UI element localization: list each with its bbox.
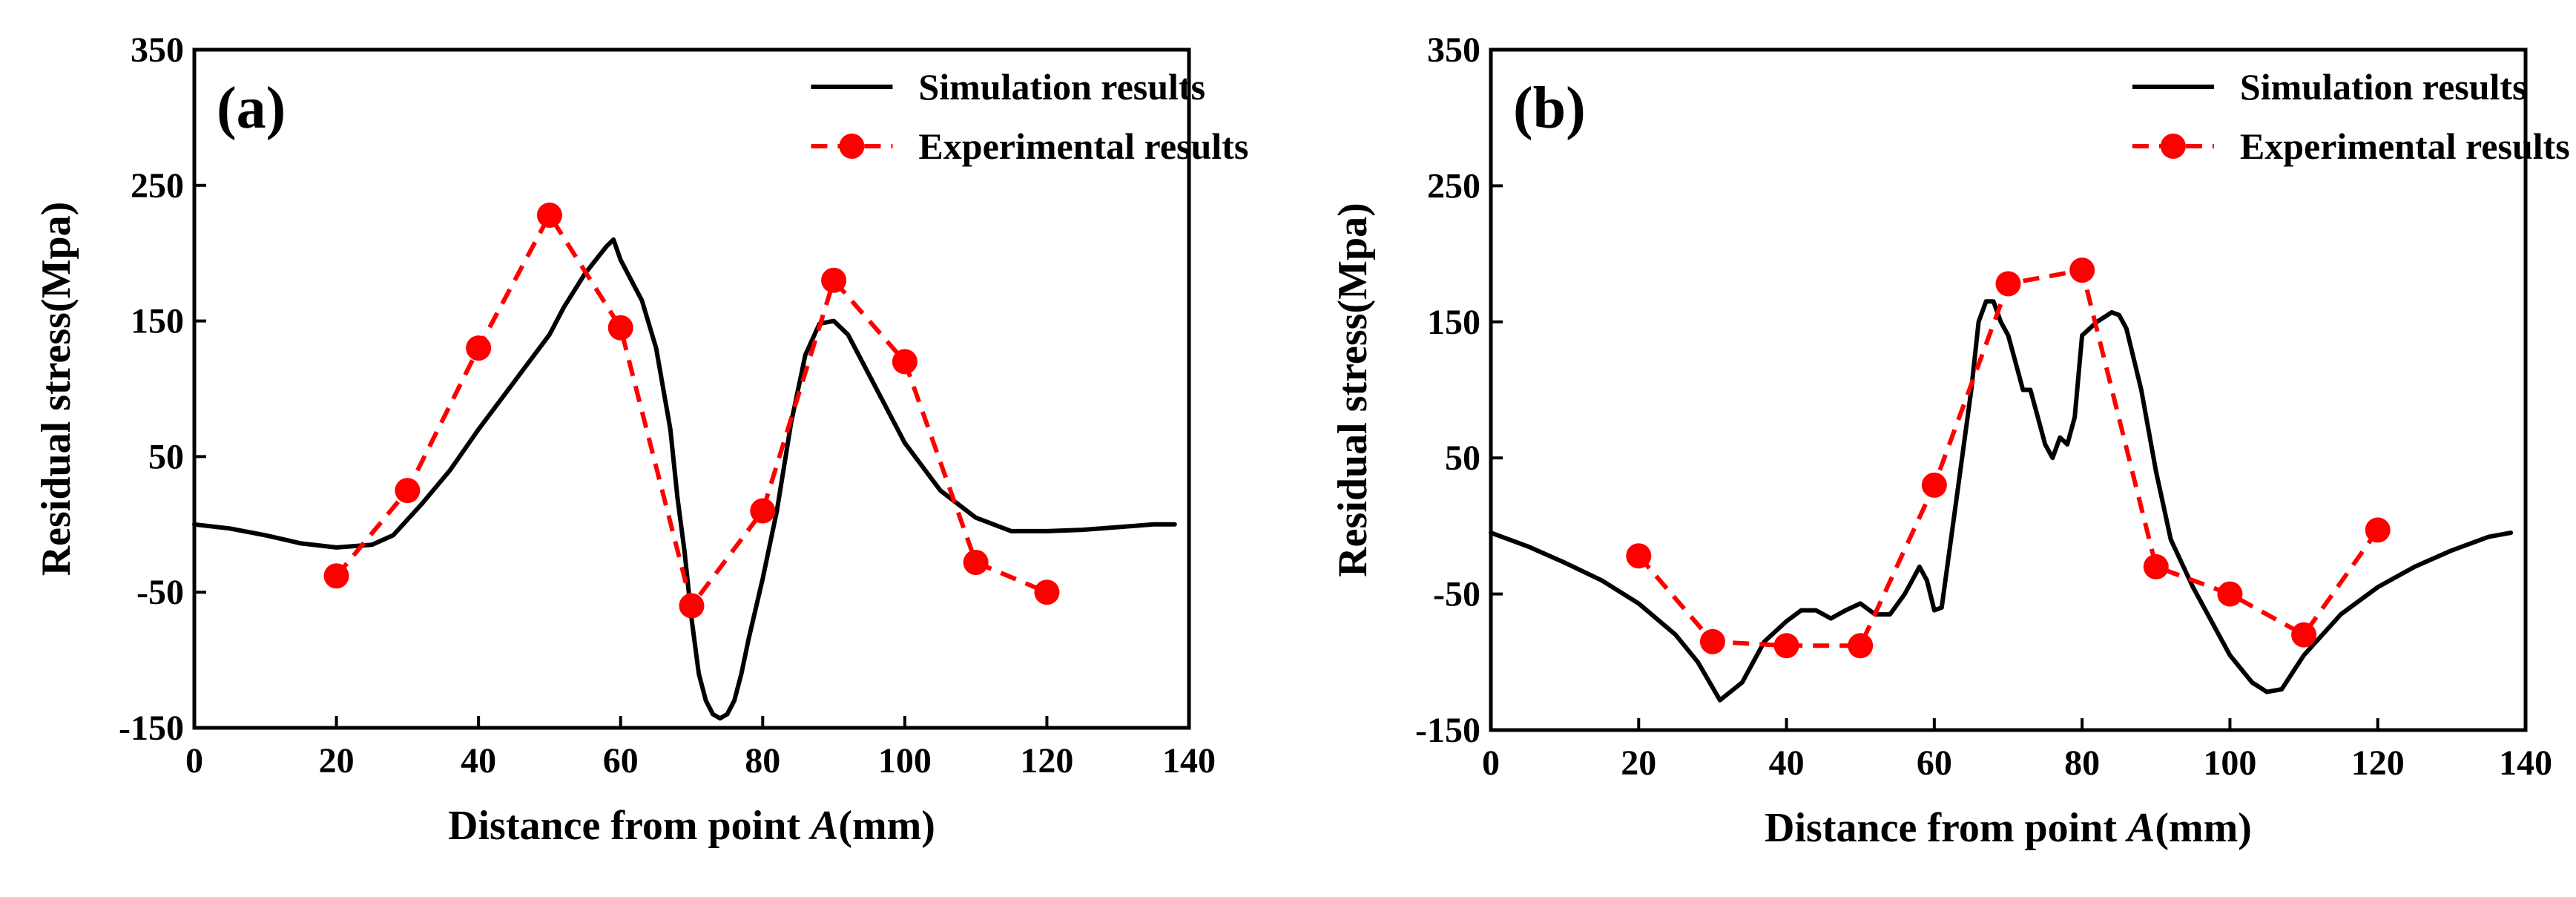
panel-b-experimental-point-3 [1848, 633, 1874, 659]
panel-b-experimental-point-5 [1995, 271, 2021, 297]
panel-a-x-tick-label-5: 100 [878, 741, 932, 781]
panel-b-experimental-point-7 [2143, 553, 2169, 579]
panel-a-legend-experimental-label: Experimental results [918, 125, 1248, 167]
panel-b-experimental-point-6 [2069, 257, 2095, 283]
panel-b-legend-simulation-label: Simulation results [2240, 66, 2527, 108]
panel-a-x-axis-title-prefix: Distance from point [448, 803, 811, 849]
panel-b-x-axis-title: Distance from point A(mm) [1765, 805, 2252, 851]
panel-b-y-tick-label-5: 350 [1427, 30, 1480, 70]
panel-a-experimental-point-6 [750, 498, 776, 524]
panel-a-x-tick-label-6: 120 [1020, 741, 1073, 781]
panel-b-experimental-point-10 [2365, 517, 2391, 543]
panel-b-experimental-point-9 [2291, 622, 2317, 648]
panel-b-plot-frame [1489, 47, 2528, 732]
panel-a-x-axis-title: Distance from point A(mm) [448, 803, 935, 849]
panel-b-experimental-point-0 [1626, 543, 1652, 569]
panel-a-x-tick-label-2: 40 [461, 741, 496, 781]
panel-a-experimental-point-8 [892, 349, 918, 375]
panel-a-experimental-point-5 [679, 593, 705, 619]
panel-b-x-tick-label-1: 20 [1621, 743, 1656, 783]
panel-a-y-tick-label-4: 250 [131, 166, 184, 206]
panel-b-y-tick-label-2: 50 [1445, 438, 1480, 478]
panel-a-x-tick-label-0: 0 [185, 741, 203, 781]
panel-a-x-tick-label-7: 140 [1162, 741, 1216, 781]
panel-b-x-axis-title-prefix: Distance from point [1765, 805, 2127, 851]
panel-b-group: 0 20 40 60 80 100 120 140 -150 -50 50 150 250 350 Dist… [1330, 30, 2570, 851]
panel-b-x-tick-label-6: 120 [2351, 743, 2405, 783]
panel-b-legend-experimental-marker [2160, 134, 2186, 159]
panel-a-y-tick-label-0: -150 [119, 709, 184, 748]
panel-b-x-tick-label-0: 0 [1482, 743, 1500, 783]
panel-a-y-tick-label-2: 50 [148, 437, 184, 476]
panel-b-series-simulation-line [1489, 299, 2514, 703]
panel-b-x-tick-label-7: 140 [2499, 743, 2552, 783]
panel-a-experimental-point-10 [1034, 579, 1060, 605]
panel-a-y-tick-label-3: 150 [131, 302, 184, 341]
panel-b-experimental-point-1 [1699, 628, 1725, 654]
panel-b-x-tick-label-4: 80 [2064, 743, 2100, 783]
panel-a-experimental-point-0 [323, 563, 349, 589]
panel-a-x-axis-title-suffix: (mm) [838, 803, 935, 849]
panel-b-y-axis-title: Residual stress(Mpa) [1330, 203, 1376, 577]
panel-b-x-axis-title-italic: A [2125, 805, 2155, 851]
panel-a-series-simulation-line [192, 237, 1177, 721]
panel-a-x-tick-label-1: 20 [319, 741, 355, 781]
panel-a-experimental-point-1 [395, 478, 421, 504]
panel-b-experimental-point-4 [1921, 472, 1947, 498]
panel-a-legend-simulation-label: Simulation results [918, 66, 1205, 108]
panel-a-group: 0 20 40 60 80 100 120 140 -150 -50 50 150 250 350 Dist… [33, 30, 1248, 849]
panel-b-y-tick-label-4: 250 [1427, 166, 1480, 206]
panel-b-y-tick-label-0: -150 [1415, 711, 1480, 750]
panel-a-panel-label: (a) [217, 76, 286, 141]
panel-b-experimental-point-2 [1773, 633, 1799, 659]
panel-a-x-axis-title-italic: A [808, 803, 838, 849]
panel-a-y-axis-title: Residual stress(Mpa) [33, 202, 79, 576]
panel-a-experimental-point-7 [821, 267, 847, 293]
panel-b-x-tick-label-5: 100 [2203, 743, 2256, 783]
panel-a-experimental-point-4 [607, 315, 633, 341]
panel-a-experimental-point-3 [536, 203, 562, 229]
panel-a-experimental-point-9 [963, 549, 989, 575]
panel-a-y-tick-label-5: 350 [131, 30, 184, 70]
panel-b-experimental-point-8 [2217, 581, 2243, 607]
panel-a-experimental-point-2 [466, 335, 492, 361]
panel-b-y-tick-label-1: -50 [1433, 575, 1480, 614]
panel-b-x-tick-label-3: 60 [1917, 743, 1952, 783]
panel-b-panel-label: (b) [1513, 76, 1586, 141]
panel-a-plot-frame [192, 47, 1191, 730]
panel-b-legend-experimental-label: Experimental results [2240, 125, 2570, 167]
panel-a-x-tick-label-4: 80 [745, 741, 780, 781]
panel-a-legend-experimental-marker [839, 134, 865, 159]
panel-a-y-tick-label-1: -50 [136, 573, 184, 612]
panel-b-x-tick-label-2: 40 [1769, 743, 1805, 783]
panel-b-x-axis-title-suffix: (mm) [2155, 805, 2252, 851]
panel-a-x-tick-label-3: 60 [603, 741, 639, 781]
panel-b-y-tick-label-3: 150 [1427, 303, 1480, 342]
